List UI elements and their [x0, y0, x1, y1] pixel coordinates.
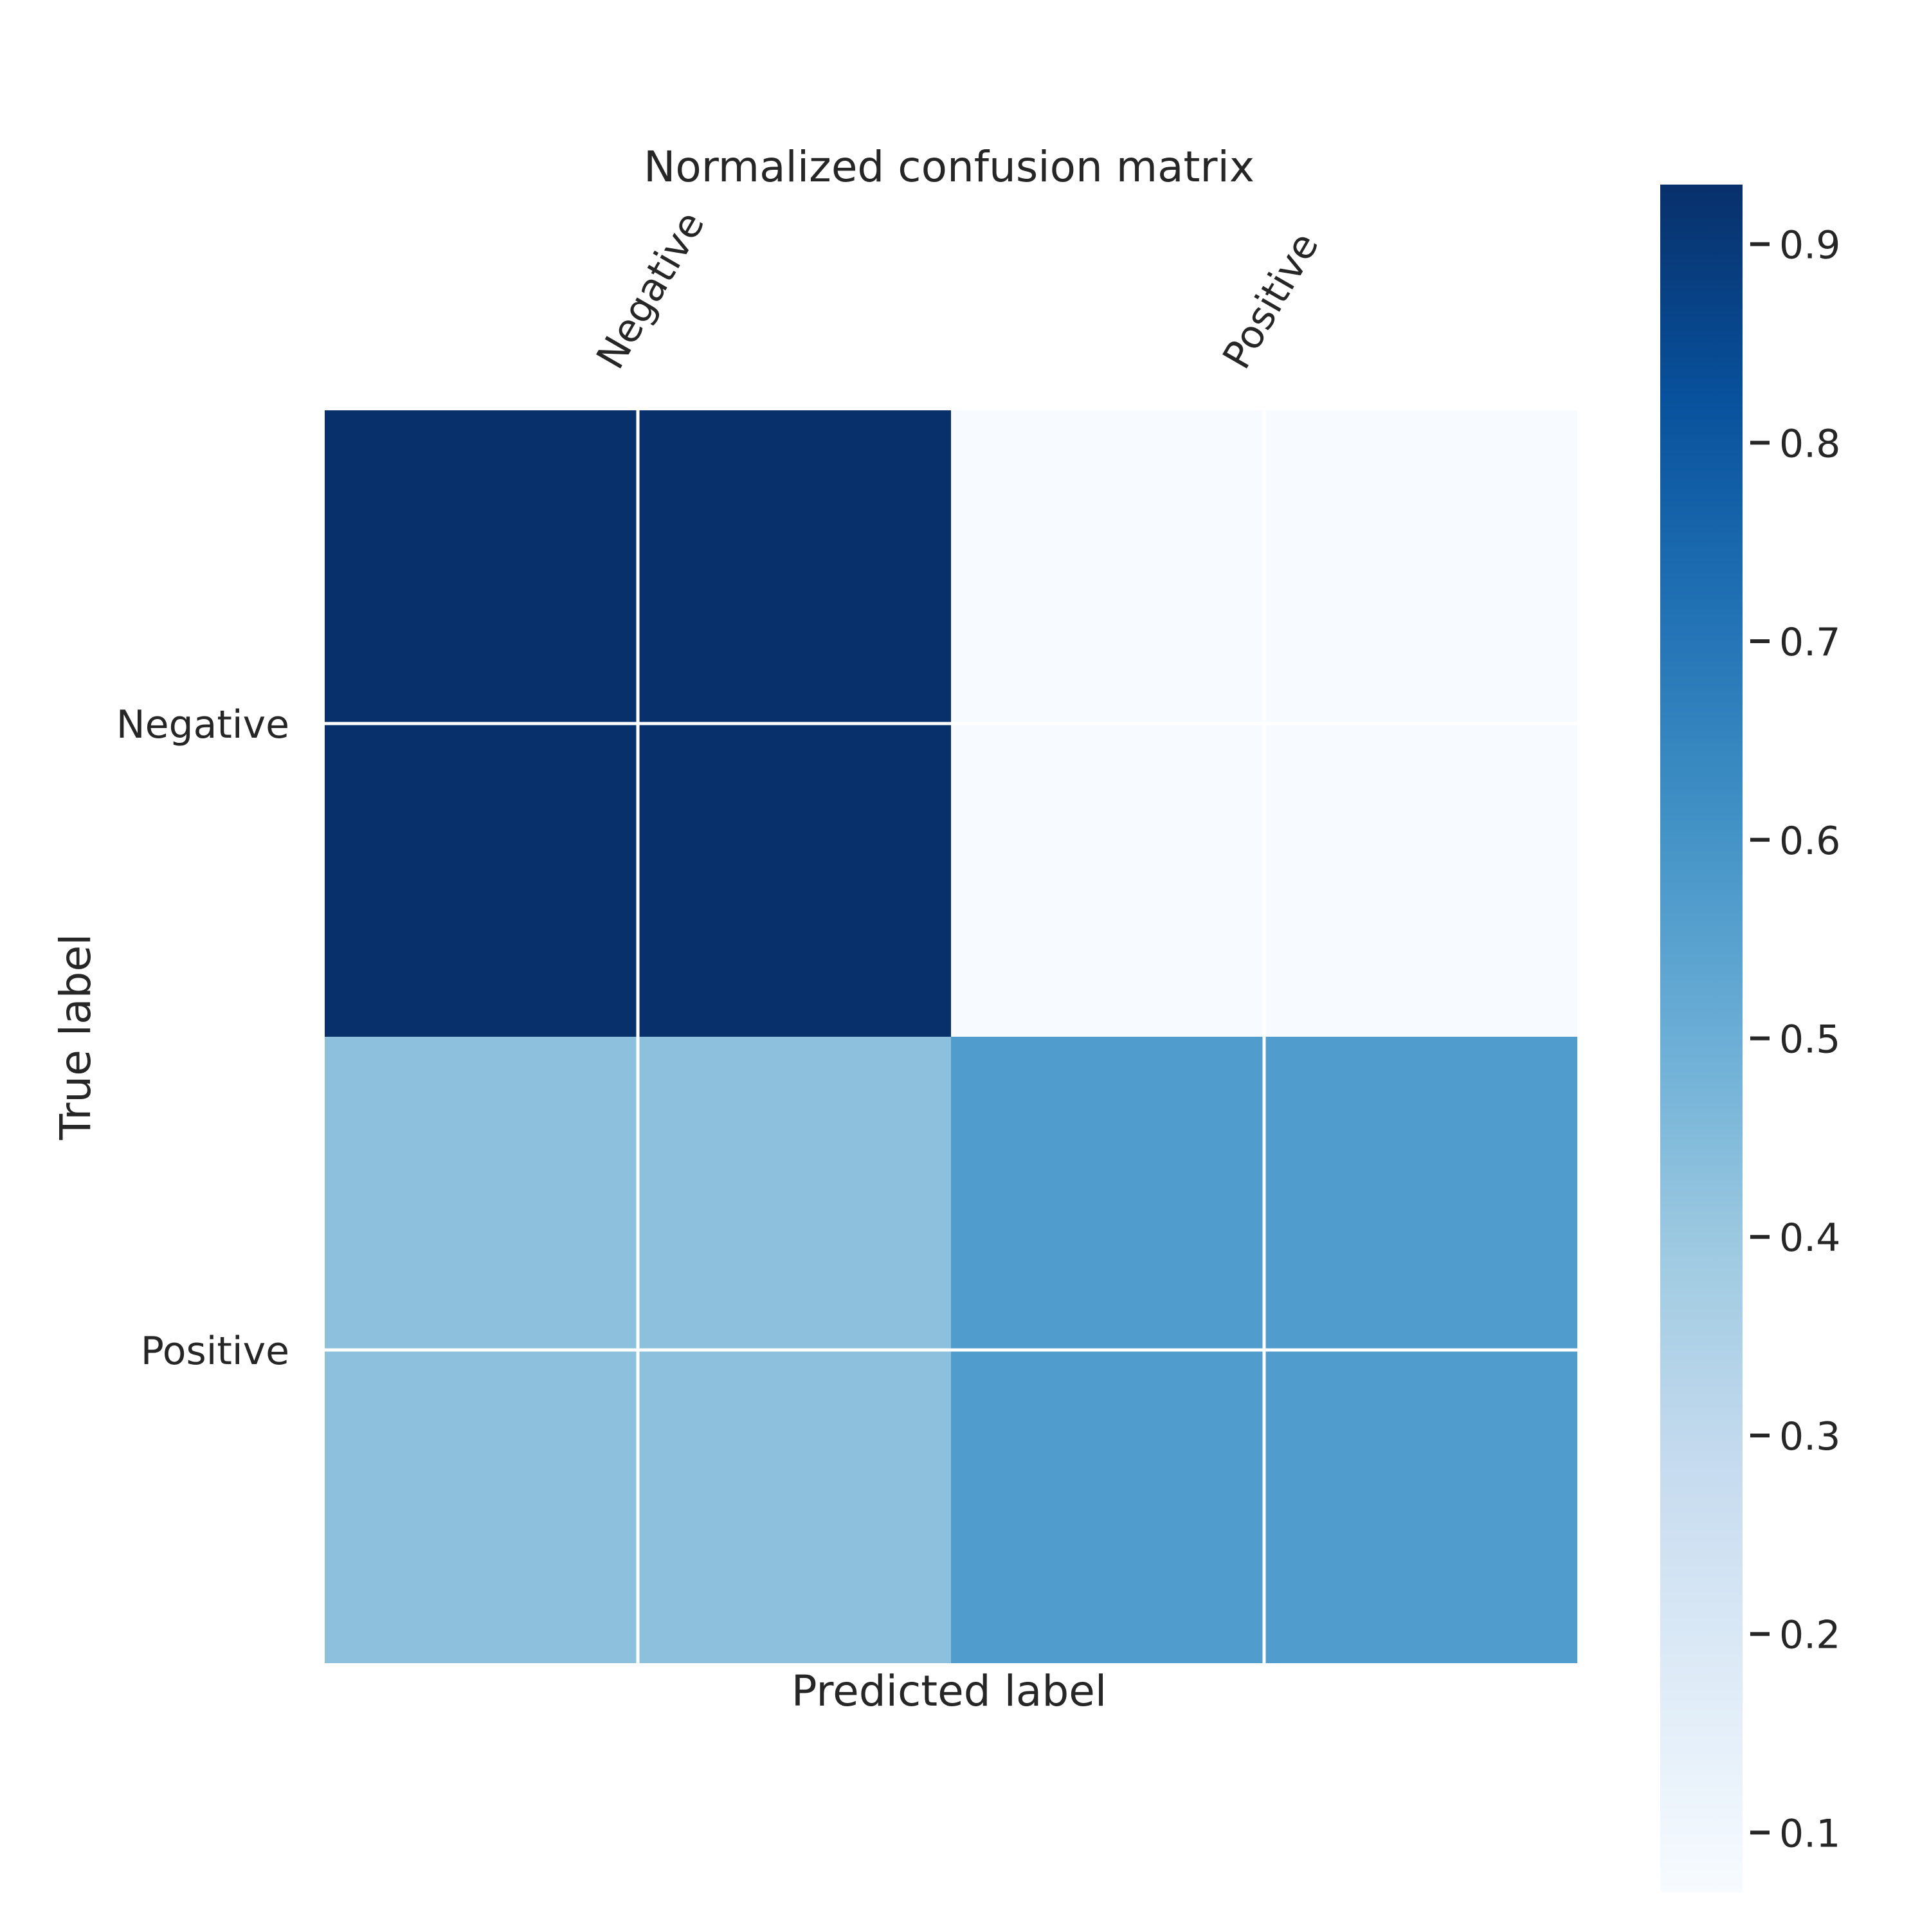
x-axis-label: Predicted label — [792, 1666, 1107, 1716]
colorbar-tick-label: 0.6 — [1779, 819, 1840, 864]
colorbar-tick-label: 0.2 — [1779, 1613, 1840, 1658]
y-tick-label: Negative — [116, 702, 289, 747]
x-tick-label: Negative — [588, 204, 713, 376]
colorbar-tick-label: 0.1 — [1779, 1811, 1840, 1856]
chart-title: Normalized confusion matrix — [644, 142, 1254, 192]
colorbar-tick-label: 0.5 — [1779, 1017, 1840, 1062]
x-tick-label: Positive — [1214, 225, 1327, 376]
colorbar-gradient — [1660, 185, 1743, 1892]
colorbar-tick-label: 0.7 — [1779, 620, 1840, 665]
y-axis-label: True label — [51, 934, 100, 1141]
colorbar-tick-label: 0.3 — [1779, 1414, 1840, 1459]
y-tick-labels: Negative Positive — [116, 702, 289, 1374]
grid-lines — [325, 410, 1577, 1663]
y-tick-label: Positive — [141, 1329, 289, 1374]
colorbar: 0.1 0.2 0.3 0.4 0.5 0.6 0.7 0.8 0.9 — [1660, 185, 1840, 1892]
colorbar-tick-label: 0.9 — [1779, 223, 1840, 268]
x-tick-labels: Negative Positive — [588, 204, 1327, 376]
matrix-cells — [325, 410, 1577, 1663]
colorbar-tick-label: 0.8 — [1779, 421, 1840, 466]
colorbar-tick-label: 0.4 — [1779, 1216, 1840, 1261]
